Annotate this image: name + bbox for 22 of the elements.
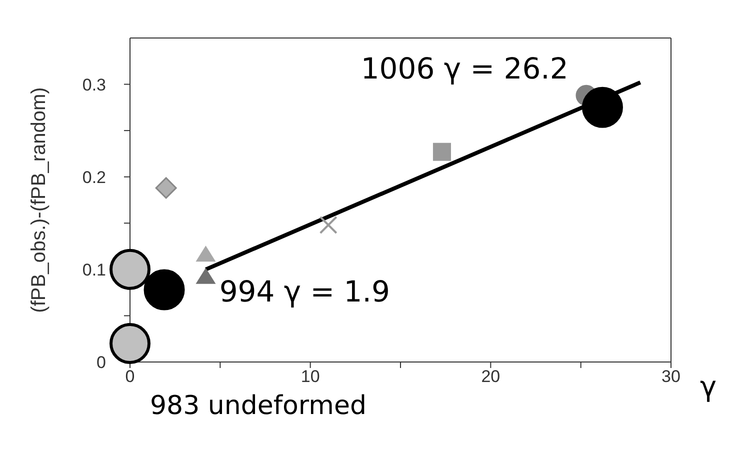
x-tick-label: 0: [125, 367, 135, 386]
y-tick-label: 0: [96, 353, 106, 372]
x-tick-label: 20: [481, 367, 500, 386]
annotation: 1006 γ = 26.2: [360, 52, 568, 86]
y-tick-label: 0.1: [82, 260, 106, 280]
y-tick-label: 0.2: [82, 168, 106, 187]
point: [582, 86, 623, 128]
point: [155, 177, 177, 199]
y-axis-title: (fPB_obs.)-(fPB_random): [28, 87, 50, 313]
x-tick-label: 30: [662, 367, 680, 386]
x-tick-label: 10: [300, 367, 320, 386]
point: [196, 246, 216, 262]
y-tick-label: 0.3: [82, 75, 106, 94]
point: [110, 248, 150, 290]
point: [110, 322, 150, 364]
point: [196, 268, 216, 284]
x-axis-title: γ: [700, 370, 717, 403]
point: [319, 216, 338, 234]
point: [144, 269, 185, 310]
text: 983 undeformed: [150, 391, 366, 421]
point: [432, 142, 451, 161]
annotation: 994 γ = 1.9: [219, 274, 390, 309]
